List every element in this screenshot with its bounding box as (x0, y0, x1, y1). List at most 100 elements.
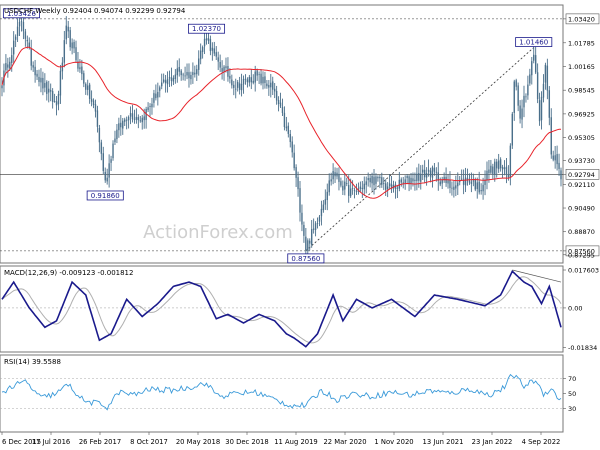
candle-body (353, 190, 356, 191)
candle-body (190, 74, 192, 80)
candle-body (98, 127, 101, 143)
macd-panel-frame (0, 265, 564, 353)
y-tick-label: 0.87295 (568, 251, 595, 259)
candle-body (51, 90, 54, 102)
rsi-line (1, 373, 562, 411)
candle-body (75, 47, 77, 61)
candle-body (338, 173, 340, 182)
trendline-group (305, 47, 534, 252)
annotation-label: 1.01460 (519, 39, 548, 47)
candle-body (423, 169, 426, 178)
candle-body (96, 110, 99, 127)
candle-body (14, 36, 17, 40)
candle-body (488, 169, 490, 174)
candle-body (344, 181, 346, 190)
candle-body (16, 26, 19, 36)
candle-body (170, 77, 173, 81)
candle-body (141, 117, 143, 123)
watermark-text: ActionForex.com (143, 222, 293, 243)
candle-body (375, 176, 377, 184)
candle-body (386, 186, 389, 190)
candle-body (77, 61, 79, 69)
candle-body (476, 182, 478, 190)
candle-body (153, 93, 155, 103)
candle-body (196, 69, 198, 75)
candle-body (63, 40, 66, 63)
candle-body (168, 77, 171, 79)
candle-body (560, 170, 562, 180)
candle-body (441, 180, 443, 184)
candle-body (277, 100, 280, 105)
candle-body (328, 180, 330, 193)
x-tick-label: 20 May 2018 (176, 438, 220, 446)
candle-body (388, 183, 391, 187)
candle-body (273, 88, 276, 92)
candle-body (472, 180, 475, 182)
candle-body (468, 180, 471, 183)
candle-body (5, 63, 7, 71)
candle-body (431, 167, 434, 178)
macd-divergence-line (512, 269, 562, 283)
candle-body (172, 77, 175, 82)
candle-body (155, 93, 157, 99)
candle-body (233, 84, 235, 88)
candle-body (38, 76, 40, 82)
candle-body (496, 161, 498, 169)
candle-body (511, 113, 514, 146)
candle-body (207, 38, 210, 41)
candle-body (437, 172, 439, 181)
candle-body (1, 85, 3, 89)
candle-body (219, 61, 221, 68)
candle-body (552, 155, 554, 160)
annotation-box (188, 23, 226, 34)
candle-body (365, 181, 367, 185)
rsi-y-tick-label: 30 (568, 405, 576, 413)
candle-body (525, 96, 527, 98)
candle-body (293, 152, 295, 169)
candle-body (492, 166, 494, 174)
candle-body (275, 90, 278, 101)
macd-label: MACD(12,26,9) -0.009123 -0.001812 (4, 269, 133, 277)
candle-body (180, 70, 182, 76)
candle-body (192, 72, 194, 75)
candle-body (116, 129, 118, 140)
candle-body (486, 170, 488, 181)
candle-body (427, 169, 430, 172)
candle-body (268, 84, 270, 88)
macd-y-tick-label: 0.017603 (568, 267, 599, 275)
candle-body (383, 183, 385, 185)
candle-body (49, 90, 52, 92)
y-tick-label: 1.03420 (568, 15, 595, 23)
candle-body (305, 236, 307, 251)
candle-body (531, 61, 533, 76)
candle-body (462, 179, 465, 185)
annotation-label: 1.03426 (7, 10, 36, 18)
candle-body (182, 74, 184, 76)
candle-body (264, 76, 266, 83)
y-tick-label-box (565, 13, 600, 25)
candle-body (125, 119, 128, 121)
annotation-label: 0.91860 (91, 192, 120, 200)
candle-body (143, 116, 145, 121)
candle-body (377, 177, 379, 179)
y-tick-label: 1.01785 (568, 39, 595, 47)
candle-body (131, 113, 134, 120)
candle-body (478, 181, 480, 193)
candle-body (320, 208, 323, 217)
candle-body (347, 185, 350, 196)
candle-body (367, 178, 369, 181)
x-tick-label: 22 Mar 2020 (323, 438, 366, 446)
candle-body (480, 190, 482, 192)
candle-body (199, 50, 202, 60)
candle-body (503, 167, 506, 170)
rsi-label: RSI(14) 39.5588 (4, 358, 61, 366)
candle-body (310, 229, 313, 245)
candle-body (166, 78, 169, 85)
candle-body (291, 141, 293, 153)
candle-body (139, 120, 141, 122)
rsi-lines-group (0, 373, 563, 411)
candle-body (238, 83, 241, 90)
candle-body (550, 117, 552, 155)
candle-body (464, 177, 467, 186)
annotation-box (515, 37, 553, 47)
